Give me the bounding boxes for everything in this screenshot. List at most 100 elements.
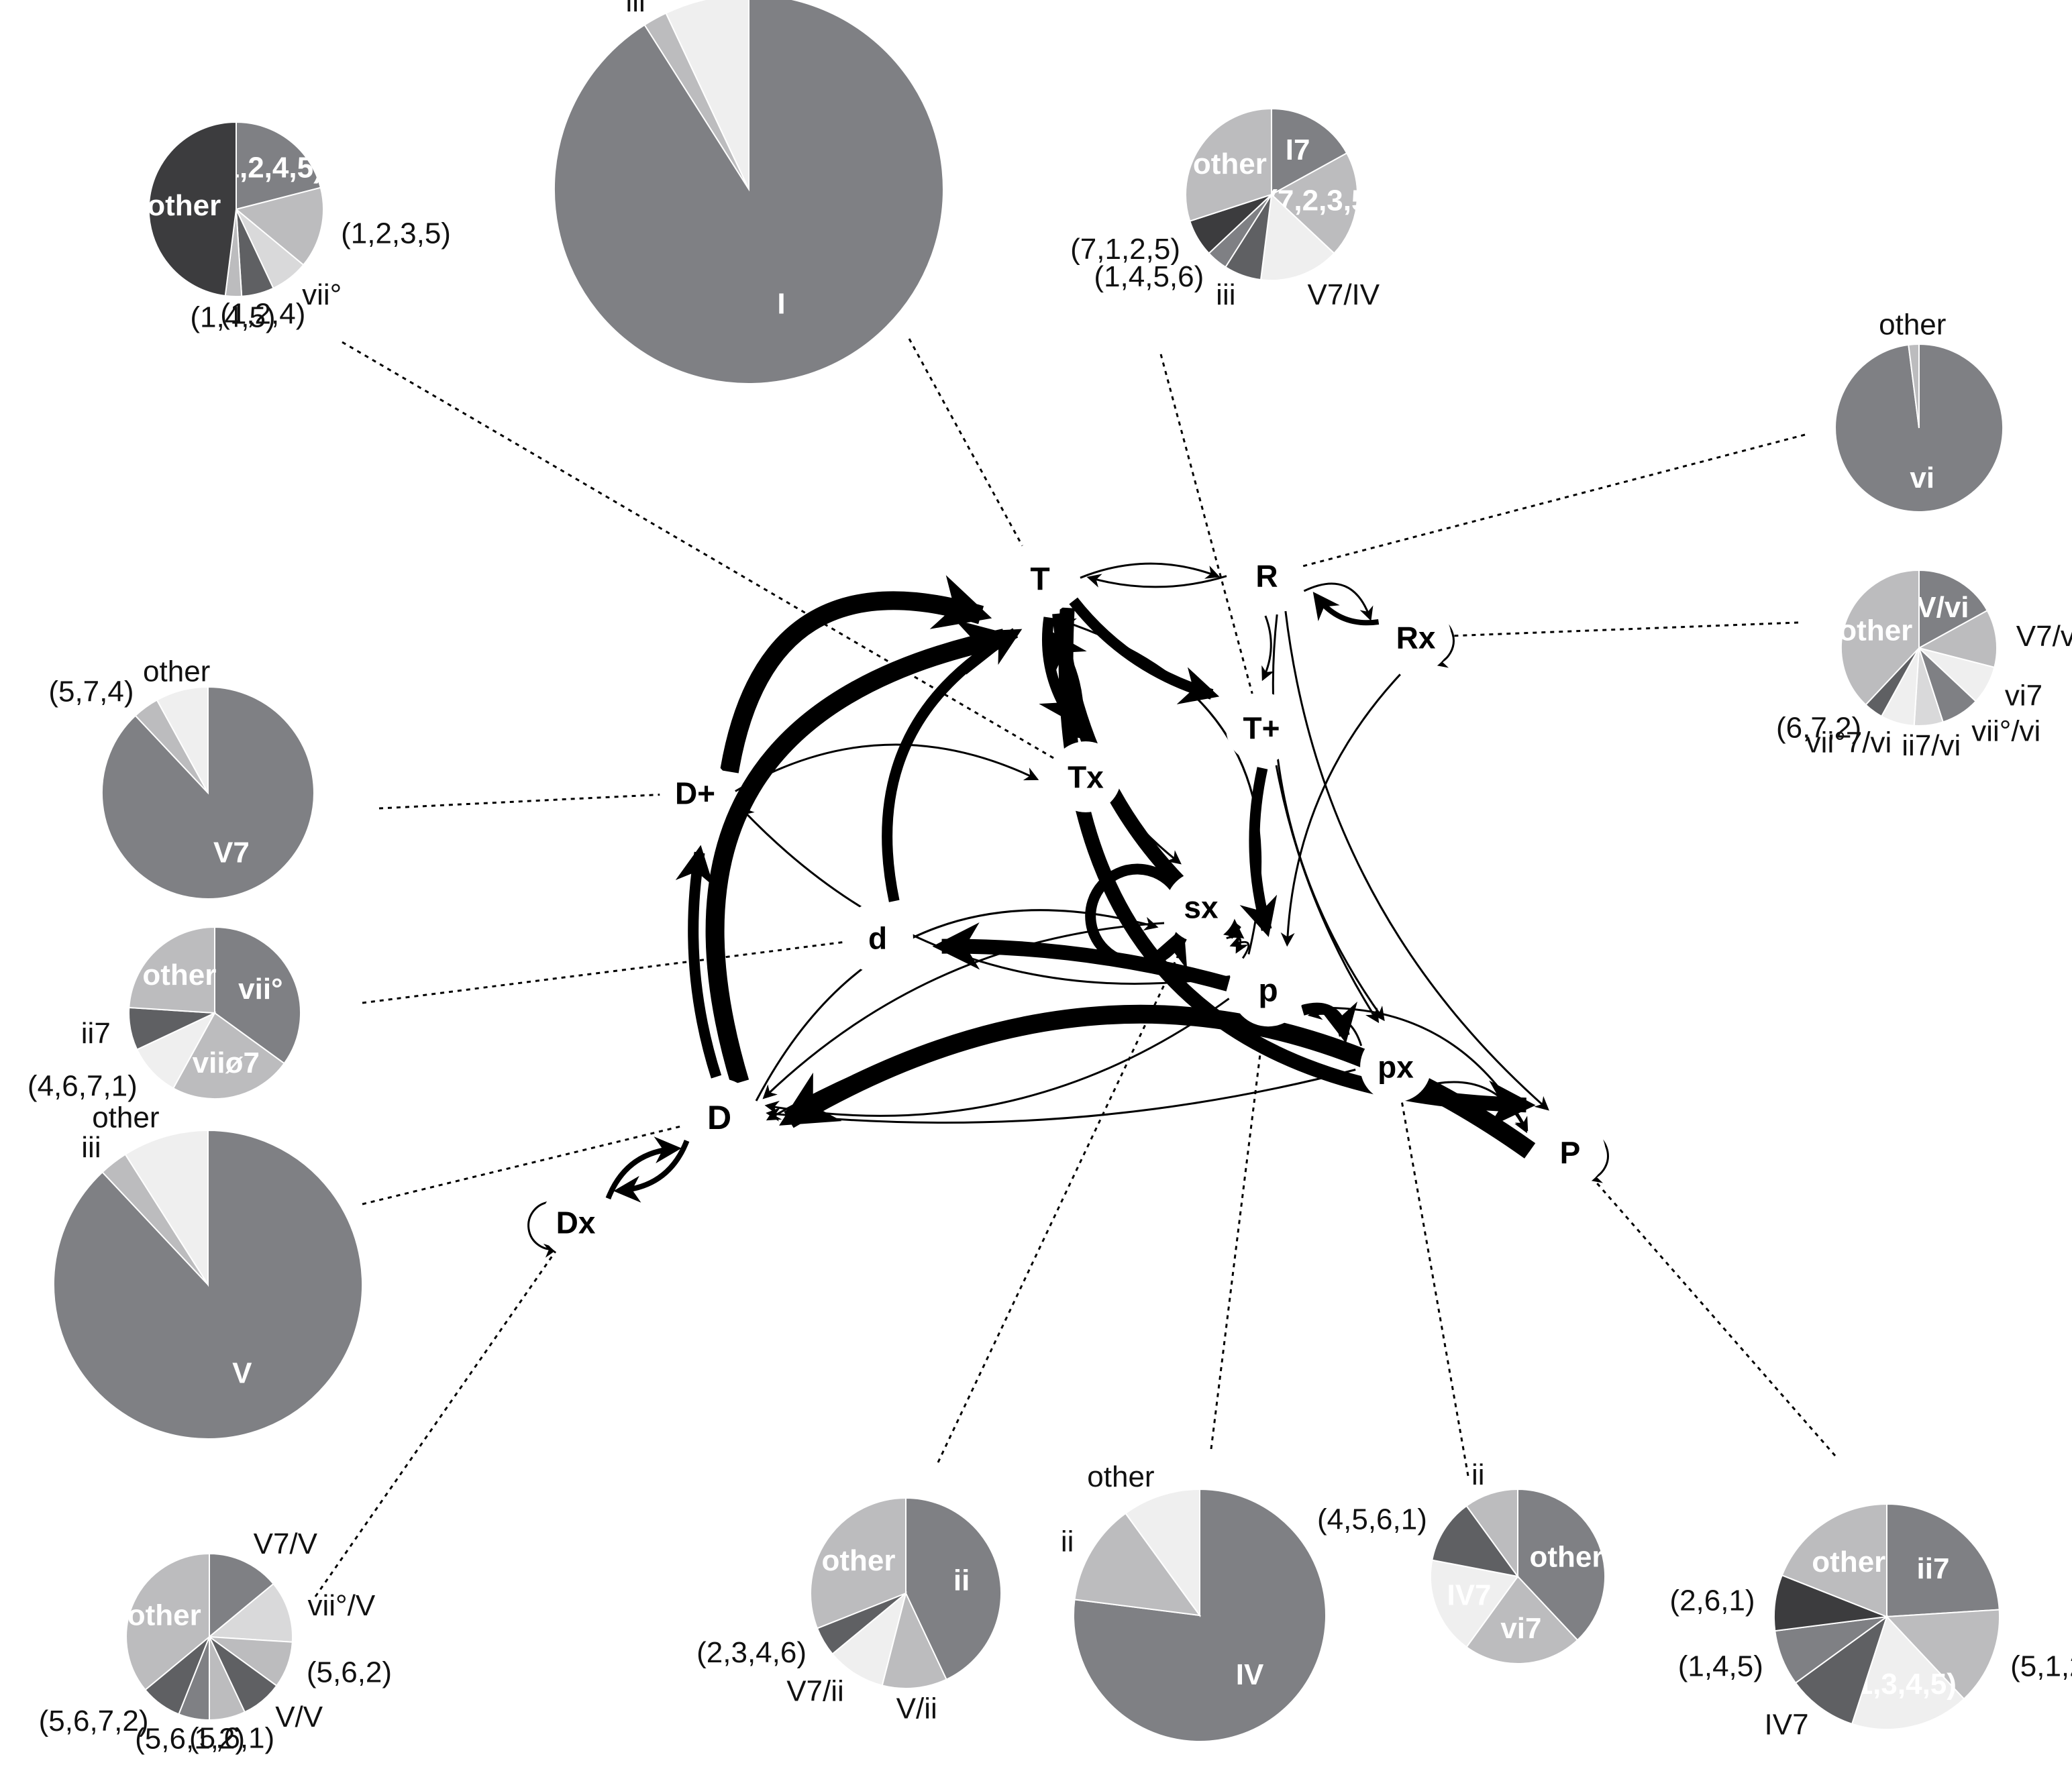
edge-p-to-p (1303, 1006, 1529, 1132)
node-halo-t (1226, 692, 1297, 763)
leader-line-t (1159, 354, 1263, 729)
pie-sx-slice-ii (905, 1497, 1002, 1680)
edge-px-to-d (766, 1069, 1356, 1124)
node-label-p: p (1258, 973, 1278, 1008)
pie-px-label-other: other (1530, 1540, 1604, 1573)
leader-line-rx (1415, 621, 1799, 639)
pie-rx-label-ii7-vi: ii7/vi (1902, 729, 1961, 762)
node-halo-rx (1380, 602, 1451, 673)
chord-distribution-pies: IiiiotherI7(7,2,3,5)V7/IViii(1,4,5,6)(7,… (28, 0, 2072, 1756)
edge-d-to-t (720, 575, 992, 773)
edge-t-to-px (1275, 765, 1380, 1024)
pie-px-slice-iv7 (1430, 1559, 1519, 1648)
node-r: R (1231, 540, 1302, 611)
pie-t-slice-7-2-3-5 (1270, 152, 1359, 255)
pie-dx: V7/V vii°/V (5,6,2) V/V(5,6,1)(5,6,1,2)(5,6… (39, 1527, 392, 1756)
node-halo-dx (540, 1187, 611, 1258)
pie-tx-label-1-2-4: (1,2,4) (220, 297, 305, 330)
pie-d-slice-4-6-7-1 (136, 1011, 217, 1089)
node-d: D (680, 1078, 758, 1156)
node-halo-d (680, 1078, 758, 1156)
pie-t-slice-i7 (1271, 107, 1348, 196)
node-d: D+ (660, 757, 731, 828)
pie-t-slice-i (553, 0, 944, 384)
node-d: d (842, 902, 913, 973)
pie-r: vi other (1834, 309, 2004, 513)
node-halo-p (1535, 1117, 1606, 1188)
pie-r-label-vi: vi (1910, 462, 1934, 494)
pie-p-label-1-4-5: (1,4,5) (1678, 1650, 1763, 1682)
pie-sx-slice-other (810, 1497, 907, 1629)
pie-d-slice-vii-7 (172, 1012, 285, 1100)
pie-p-label-other: other (1087, 1460, 1154, 1493)
pie-t-label-iii: iii (625, 0, 645, 18)
pie-rx-label-vii-vi: vii°/vi (1971, 715, 2040, 748)
edge-t-to-p (1239, 767, 1278, 937)
pie-t-slice-other (1185, 107, 1272, 222)
pie-px-slice-ii (1465, 1488, 1518, 1579)
pie-t-label-other: other (1193, 148, 1267, 180)
pie-r-label-other: other (1879, 309, 1946, 341)
pie-dx-slice-vii-v (207, 1582, 294, 1643)
pie-d-label-iii: iii (81, 1131, 101, 1164)
pie-tx-label-vii: vii° (302, 278, 342, 311)
edge-d-to-d (675, 845, 722, 1079)
pie-sx-label-other: other (822, 1544, 896, 1577)
pie-t-label-v7-iv: V7/IV (1308, 278, 1380, 311)
pie-p-label-other: other (1812, 1546, 1885, 1578)
pie-d-slice-vii (214, 926, 301, 1065)
pie-d-label-v7: V7 (213, 837, 250, 869)
edge-d-to-dx (613, 1140, 690, 1203)
pie-px-slice-4-5-6-1 (1431, 1505, 1520, 1578)
leader-line-tx (342, 341, 1086, 778)
pie-sx-slice-v7-ii (831, 1591, 907, 1686)
pie-p-label-ii: ii (1061, 1525, 1074, 1558)
pie-p-slice-other (1125, 1488, 1200, 1618)
pie-px-label-4-5-6-1: (4,5,6,1) (1317, 1503, 1427, 1536)
leader-line-r (1266, 433, 1806, 577)
pie-d-label-5-7-4: (5,7,4) (48, 675, 134, 708)
pie-rx-label-v7-vi: V7/vi (2016, 620, 2072, 653)
node-label-d: d (868, 921, 887, 956)
pie-d-label-ii7: ii7 (81, 1017, 111, 1050)
edge-p-to-sx (1229, 934, 1250, 959)
pie-tx-slice-1-2-4-5 (236, 121, 322, 211)
pie-t-slice-v7-iv (1259, 193, 1335, 281)
leader-line-d (378, 792, 696, 810)
leader-line-d (362, 1116, 720, 1205)
leader-line-p (1210, 989, 1270, 1450)
pie-tx-slice-1-2-3-5 (234, 186, 324, 266)
pie-t-label-i7: I7 (1286, 133, 1310, 166)
pie-p-slice-iv7 (1794, 1615, 1888, 1725)
pie-p-label-5-1-2: (5,1,2) (2010, 1650, 2072, 1682)
pie-p-label-iv7: IV7 (1765, 1709, 1809, 1741)
edge-px-to-p (1307, 1006, 1363, 1046)
node-label-sx: sx (1184, 890, 1219, 925)
edge-r-to-p (1284, 610, 1549, 1111)
edge-t-to-r (1080, 562, 1221, 579)
edge-rx-to-p (1280, 674, 1401, 947)
leader-line-sx (937, 906, 1202, 1463)
pie-sx: ii V/ii V7/ii (2,3,4,6) other (696, 1497, 1002, 1725)
edge-d-to-sx (755, 909, 1159, 1102)
pie-dx-label-vii-v: vii°/V (308, 1589, 376, 1622)
node-halo-p (1231, 952, 1306, 1027)
pie-p-slice-5-1-2 (1885, 1609, 2001, 1700)
node-label-px: px (1378, 1050, 1414, 1085)
node-halo-d (660, 757, 731, 828)
pie-d-label-vii-7: viiø7 (193, 1046, 260, 1079)
pie-p-slice-1-3-4-5 (1851, 1615, 1965, 1731)
edge-p-to-d (764, 998, 1230, 1117)
node-label-tx: Tx (1068, 760, 1104, 795)
pie-r-slice-other (1908, 343, 1920, 429)
pie-d-slice-v (53, 1129, 363, 1440)
edge-d-to-tx (735, 743, 1039, 792)
pie-d-label-other: other (92, 1102, 159, 1134)
pie-d-label-v: V (232, 1357, 252, 1390)
pie-d-label-other: other (142, 959, 216, 991)
pie-d-label-vii: vii° (238, 973, 283, 1006)
pie-d: vii° viiø7 (4,6,7,1) ii7 other (28, 926, 301, 1103)
node-px: px (1360, 1031, 1431, 1102)
